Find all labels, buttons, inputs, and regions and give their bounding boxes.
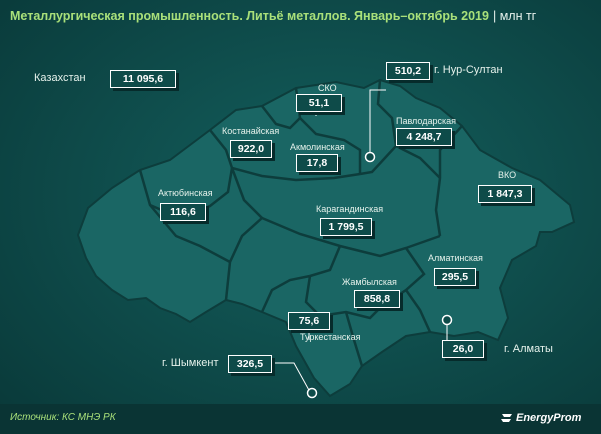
region-value-akmola: 17,8 bbox=[296, 154, 338, 172]
country-value: 11 095,6 bbox=[110, 70, 176, 88]
region-value-aktobe: 116,6 bbox=[160, 203, 206, 221]
energyprom-logo-icon bbox=[501, 414, 512, 422]
unit-label: | млн тг bbox=[492, 9, 537, 23]
region-label-aktobe: Актюбинская bbox=[158, 188, 213, 198]
country-outline bbox=[76, 78, 576, 398]
region-value-karaganda: 1 799,5 bbox=[320, 218, 372, 236]
region-value-shymkent: 326,5 bbox=[228, 355, 272, 373]
region-label-shymkent: г. Шымкент bbox=[162, 357, 219, 369]
region-value-sko: 51,1 bbox=[296, 94, 342, 112]
region-value-almaty-city: 26,0 bbox=[442, 340, 484, 358]
region-label-sko: СКО bbox=[318, 83, 337, 93]
region-value-vko: 1 847,3 bbox=[478, 185, 532, 203]
region-label-nur-sultan: г. Нур-Султан bbox=[434, 64, 503, 76]
region-label-kostanay: Костанайская bbox=[222, 126, 280, 136]
shymkent-leader bbox=[272, 362, 311, 393]
brand-logo: EnergyProm bbox=[516, 412, 582, 424]
shymkent-marker bbox=[306, 387, 318, 399]
region-label-akmola: Акмолинская bbox=[290, 142, 345, 152]
region-label-pavlodar: Павлодарская bbox=[396, 116, 456, 126]
almaty-marker bbox=[441, 314, 453, 326]
source-note: Источник: КС МНЭ РК bbox=[10, 412, 116, 423]
footer-bar bbox=[0, 404, 601, 434]
nur-sultan-leader bbox=[369, 89, 386, 157]
region-value-almaty-region: 295,5 bbox=[434, 268, 476, 286]
region-value-kostanay: 922,0 bbox=[230, 140, 272, 158]
region-label-almaty-region: Алматинская bbox=[428, 253, 483, 263]
map-title: Металлургическая промышленность. Литьё м… bbox=[10, 9, 536, 23]
region-label-karaganda: Карагандинская bbox=[316, 204, 384, 214]
region-borders bbox=[138, 79, 463, 367]
region-label-almaty-city: г. Алматы bbox=[504, 343, 553, 355]
region-value-turkestan: 75,6 bbox=[288, 312, 330, 330]
nur-sultan-marker bbox=[364, 151, 376, 163]
country-label: Казахстан bbox=[34, 72, 86, 84]
title-text: Металлургическая промышленность. Литьё м… bbox=[10, 9, 489, 23]
region-value-pavlodar: 4 248,7 bbox=[396, 128, 452, 146]
region-value-zhambyl: 858,8 bbox=[354, 290, 400, 308]
region-label-zhambyl: Жамбылская bbox=[342, 277, 397, 287]
region-label-vko: ВКО bbox=[498, 170, 517, 180]
region-value-nur-sultan: 510,2 bbox=[386, 62, 430, 80]
region-label-turkestan: Туркестанская bbox=[300, 332, 361, 342]
